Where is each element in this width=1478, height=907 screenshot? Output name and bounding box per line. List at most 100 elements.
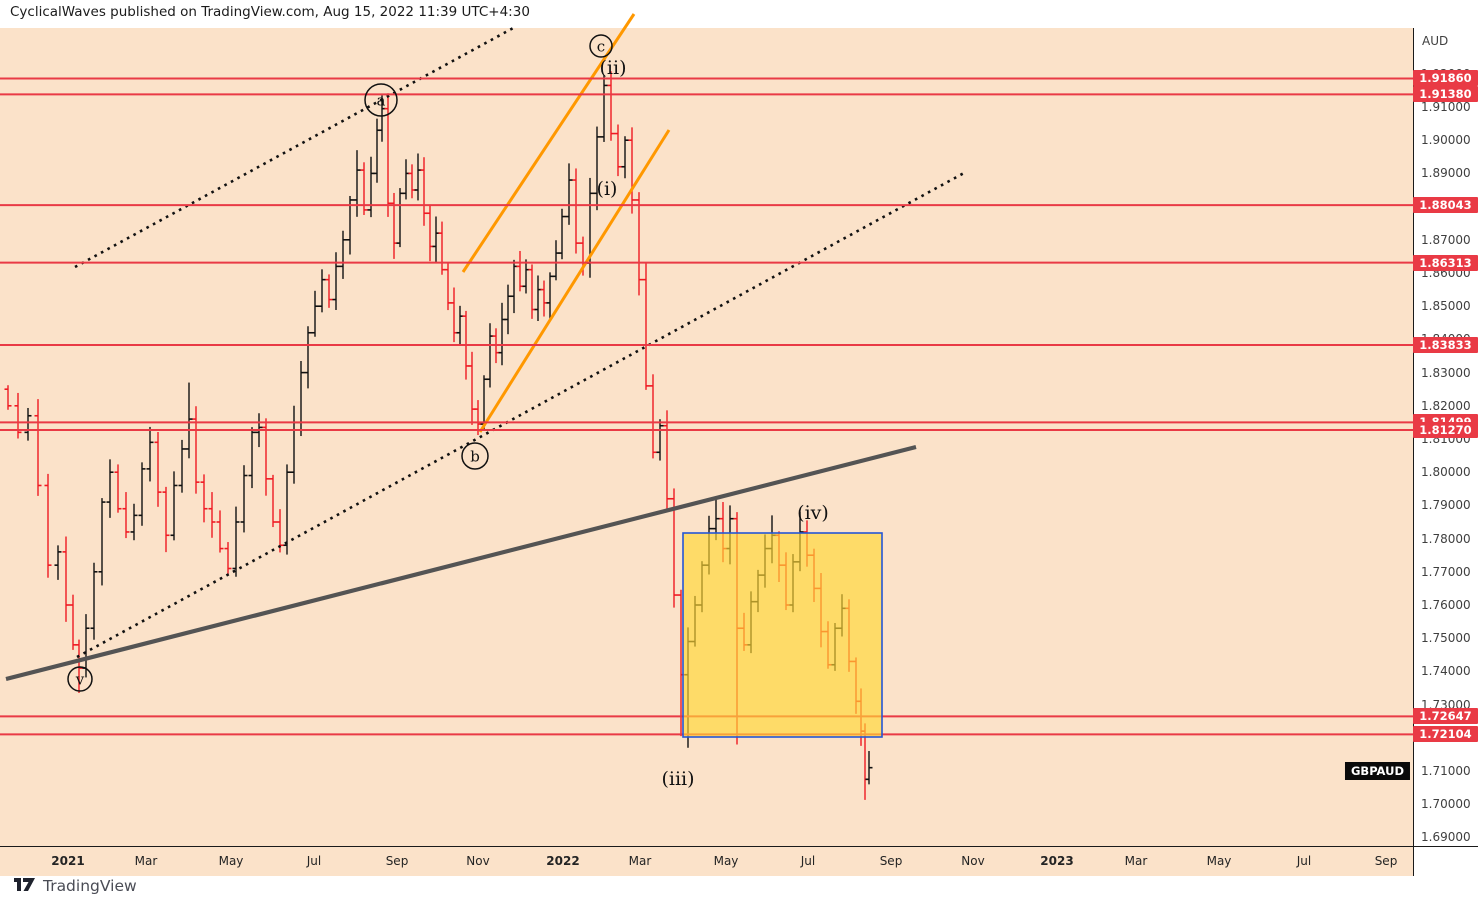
ohlc-bar (649, 374, 657, 459)
tradingview-logo-icon (14, 878, 35, 891)
wave-label-(ii)[interactable]: (ii) (600, 57, 627, 79)
ohlc-bar (262, 418, 270, 496)
ohlc-bar (54, 545, 62, 580)
ohlc-bar (621, 136, 629, 179)
wave-circle-c[interactable] (589, 34, 613, 58)
ohlc-bar (642, 262, 650, 390)
price-tick-1.77000: 1.77000 (1421, 564, 1471, 579)
ohlc-bar (224, 542, 232, 575)
ohlc-bar (528, 264, 536, 319)
ohlc-bar (635, 192, 643, 296)
ohlc-bar (593, 126, 601, 211)
price-tick-1.87000: 1.87000 (1421, 232, 1471, 247)
ohlc-bar (332, 252, 340, 310)
ohlc-bar (192, 406, 200, 494)
publish-title: CyclicalWaves published on TradingView.c… (10, 4, 530, 20)
footer-brand[interactable]: TradingView (14, 876, 137, 895)
wave-circle-letter-v: v (75, 671, 85, 689)
ohlc-bar (540, 280, 548, 317)
dotted-trendline-upper[interactable] (74, 25, 516, 269)
ohlc-bar (367, 156, 375, 218)
price-tick-1.79000: 1.79000 (1421, 498, 1471, 513)
price-tick-1.74000: 1.74000 (1421, 664, 1471, 679)
wave-circle-letter-a: a (377, 92, 386, 110)
ohlc-bar (468, 351, 476, 425)
wave-iv-projection-box[interactable] (682, 532, 883, 738)
price-level-badge-1.72647: 1.72647 (1413, 708, 1478, 725)
time-tick-May: May (218, 854, 244, 868)
ohlc-bar (297, 361, 305, 437)
time-tick-May: May (713, 854, 739, 868)
time-tick-Mar: Mar (134, 854, 158, 868)
ohlc-bar (200, 474, 208, 523)
ohlc-bar (432, 216, 440, 264)
currency-label: AUD (1422, 34, 1449, 48)
orange-channel-upper[interactable] (461, 13, 636, 273)
ohlc-bar (44, 473, 52, 578)
ohlc-bar (546, 272, 554, 319)
ohlc-bar (14, 392, 22, 439)
time-axis-strip[interactable] (0, 847, 1413, 876)
tradingview-brand-text: TradingView (43, 876, 137, 895)
wave-circle-v[interactable] (67, 666, 93, 692)
gray-trendline[interactable] (5, 444, 917, 682)
dotted-trendline-lower[interactable] (76, 171, 965, 659)
ohlc-bar (216, 510, 224, 553)
ohlc-bar (438, 221, 446, 275)
ohlc-bar (396, 188, 404, 248)
ohlc-bar (373, 118, 381, 183)
ohlc-bar (240, 465, 248, 533)
price-level-badge-1.86313: 1.86313 (1413, 254, 1478, 271)
price-level-badge-1.81270: 1.81270 (1413, 422, 1478, 439)
wave-circle-a[interactable] (364, 83, 398, 117)
ohlc-bar (565, 163, 573, 225)
ohlc-bar (178, 439, 186, 493)
time-tick-2023: 2023 (1040, 854, 1074, 868)
ohlc-bar (607, 71, 615, 141)
ohlc-bar (4, 385, 12, 410)
price-tick-1.83000: 1.83000 (1421, 365, 1471, 380)
ohlc-bar (663, 410, 671, 510)
ohlc-bar (486, 323, 494, 388)
ohlc-bar (114, 464, 122, 513)
time-tick-2022: 2022 (546, 854, 580, 868)
ohlc-bar (248, 427, 256, 489)
wave-circle-b[interactable] (461, 442, 489, 470)
ohlc-bar (360, 162, 368, 215)
wave-label-(i)[interactable]: (i) (597, 178, 618, 200)
price-tick-1.85000: 1.85000 (1421, 299, 1471, 314)
ohlc-bar (185, 382, 193, 459)
ohlc-bar (339, 230, 347, 279)
ohlc-bar (353, 150, 361, 217)
wave-label-(iv)[interactable]: (iv) (797, 502, 829, 524)
wave-circle-letter-c: c (597, 38, 605, 56)
orange-channel-lower[interactable] (478, 129, 671, 433)
ohlc-bar (325, 274, 333, 308)
price-tick-1.89000: 1.89000 (1421, 166, 1471, 181)
ohlc-bar (232, 506, 240, 577)
ohlc-bar (498, 302, 506, 366)
ohlc-bar (24, 407, 32, 441)
time-tick-Sep: Sep (1374, 854, 1398, 868)
ohlc-bar (269, 474, 277, 528)
ohlc-bar (614, 124, 622, 177)
ohlc-bar (162, 486, 170, 553)
ohlc-bar (402, 159, 410, 200)
time-tick-2021: 2021 (51, 854, 85, 868)
price-tick-1.91000: 1.91000 (1421, 100, 1471, 114)
ohlc-bar (304, 326, 312, 389)
ohlc-bar (558, 208, 566, 260)
ohlc-bar (522, 259, 530, 294)
price-tick-1.78000: 1.78000 (1421, 531, 1471, 546)
ohlc-bar (130, 503, 138, 541)
ohlc-bar (170, 471, 178, 541)
price-level-badge-1.72104: 1.72104 (1413, 726, 1478, 743)
price-tick-1.75000: 1.75000 (1421, 631, 1471, 646)
ohlc-bar (208, 492, 216, 538)
ohlc-bar (98, 498, 106, 586)
time-tick-May: May (1206, 854, 1232, 868)
wave-label-(iii)[interactable]: (iii) (661, 768, 694, 790)
price-tick-1.69000: 1.69000 (1421, 830, 1471, 845)
price-tick-1.73000: 1.73000 (1421, 697, 1471, 712)
